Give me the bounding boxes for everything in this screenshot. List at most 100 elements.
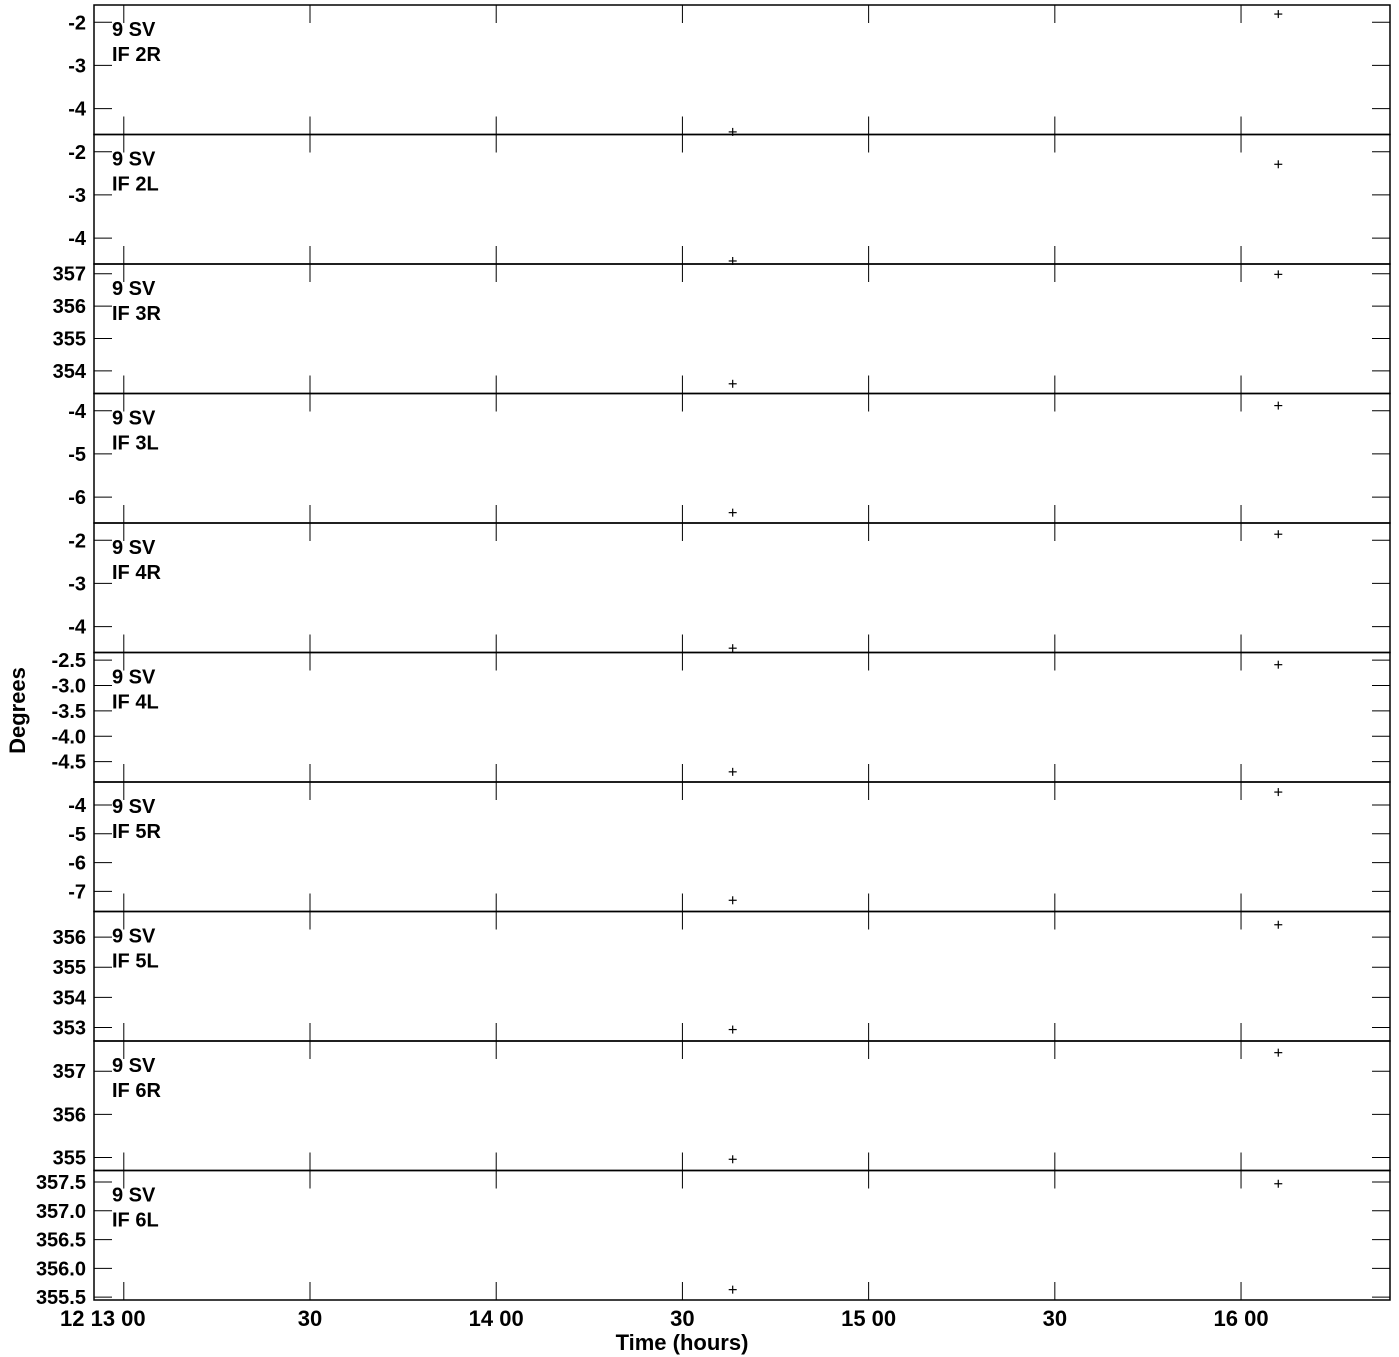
- y-tick-label: -5: [68, 444, 86, 466]
- y-tick-label: -2: [68, 142, 86, 164]
- panel-frame: [93, 392, 1391, 524]
- y-tick-label: 355.5: [36, 1287, 86, 1309]
- data-point: [728, 1155, 737, 1164]
- panel: 357 356 355 354 9 SV IF 3R: [53, 263, 1391, 395]
- data-point: [1274, 788, 1283, 797]
- y-tick-label: 357.5: [36, 1172, 86, 1194]
- y-tick-label: 355: [53, 328, 86, 350]
- data-point: [1274, 10, 1283, 19]
- x-axis-label: Time (hours): [616, 1330, 749, 1355]
- y-tick-label: -4: [68, 228, 87, 250]
- y-tick-label: 354: [53, 987, 87, 1009]
- x-tick-label: 30: [670, 1306, 694, 1331]
- panel-label-source: 9 SV: [112, 667, 156, 689]
- y-tick-label: -7: [68, 881, 86, 903]
- y-tick-label: -3: [68, 573, 86, 595]
- panel-label-source: 9 SV: [112, 1185, 156, 1207]
- panel: -2 -3 -4 9 SV IF 2R: [68, 4, 1391, 136]
- panel-frame: [93, 522, 1391, 654]
- panel-frame: [93, 1169, 1391, 1301]
- x-tick-label: 14 00: [469, 1306, 524, 1331]
- panel-label-if: IF 6L: [112, 1210, 159, 1232]
- data-point: [1274, 401, 1283, 410]
- data-point: [728, 1285, 737, 1294]
- x-tick-label: 15 00: [841, 1306, 896, 1331]
- data-point: [1274, 1179, 1283, 1188]
- panel-label-if: IF 2L: [112, 174, 159, 196]
- panel-label-if: IF 4L: [112, 692, 159, 714]
- panel-label-if: IF 2R: [112, 44, 161, 66]
- x-tick-label: 16 00: [1214, 1306, 1269, 1331]
- y-tick-label: -6: [68, 487, 86, 509]
- panel-label-if: IF 4R: [112, 562, 161, 584]
- panel-frame: [93, 910, 1391, 1042]
- y-tick-label: 356: [53, 1104, 86, 1126]
- y-tick-label: -2: [68, 12, 86, 34]
- panel: 357 356 355 9 SV IF 6R: [53, 1040, 1391, 1172]
- panel-label-if: IF 3L: [112, 433, 159, 455]
- panel-label-if: IF 6R: [112, 1080, 161, 1102]
- y-tick-label: 356: [53, 296, 86, 318]
- x-axis: 12 13 00 30 14 00 30 15 00 30 16 00: [60, 1306, 1269, 1331]
- y-tick-label: 357: [53, 1061, 86, 1083]
- data-point: [1274, 920, 1283, 929]
- panel-label-if: IF 5L: [112, 951, 159, 973]
- x-tick-label: 30: [1043, 1306, 1067, 1331]
- y-tick-label: -4: [68, 401, 87, 423]
- y-tick-label: 356: [53, 927, 86, 949]
- panel-label-source: 9 SV: [112, 149, 156, 171]
- panel-label-source: 9 SV: [112, 796, 156, 818]
- panel-label-source: 9 SV: [112, 278, 156, 300]
- data-point: [728, 644, 737, 653]
- y-tick-label: -2.5: [52, 650, 86, 672]
- data-point: [1274, 160, 1283, 169]
- y-tick-label: -4: [68, 99, 87, 121]
- y-tick-label: -3.0: [52, 676, 86, 698]
- data-point: [1274, 270, 1283, 279]
- y-tick-label: -2: [68, 530, 86, 552]
- y-tick-label: -4: [68, 795, 87, 817]
- panel-frame: [93, 4, 1391, 136]
- panel-label-source: 9 SV: [112, 408, 156, 430]
- y-axis-label: Degrees: [5, 667, 30, 754]
- panel: -4 -5 -6 -7 9 SV IF 5R: [68, 781, 1391, 913]
- data-point: [1274, 1048, 1283, 1057]
- data-point: [728, 508, 737, 517]
- data-point: [1274, 660, 1283, 669]
- panel-frame: [93, 1040, 1391, 1172]
- y-tick-label: 355: [53, 1148, 86, 1170]
- panel: 357.5 357.0 356.5 356.0 355.5 9 SV IF 6L: [36, 1169, 1391, 1309]
- y-tick-label: -4.5: [52, 752, 86, 774]
- y-tick-label: -3: [68, 185, 86, 207]
- y-tick-label: -3.5: [52, 701, 86, 723]
- panel-label-source: 9 SV: [112, 926, 156, 948]
- y-tick-label: -4.0: [52, 726, 86, 748]
- data-point: [728, 896, 737, 905]
- panel: -2 -3 -4 9 SV IF 4R: [68, 522, 1391, 654]
- x-tick-label: 12 13 00: [60, 1306, 146, 1331]
- y-tick-label: 356.0: [36, 1258, 86, 1280]
- panel-label-if: IF 5R: [112, 821, 161, 843]
- panel: -2 -3 -4 9 SV IF 2L: [68, 133, 1391, 265]
- y-tick-label: 357: [53, 264, 86, 286]
- data-point: [728, 1025, 737, 1034]
- x-tick-label: 30: [298, 1306, 322, 1331]
- panel: -2.5 -3.0 -3.5 -4.0 -4.5 9 SV IF 4L: [52, 650, 1391, 783]
- y-tick-label: 357.0: [36, 1201, 86, 1223]
- y-tick-label: 355: [53, 957, 86, 979]
- y-tick-label: 353: [53, 1017, 86, 1039]
- panel-frame: [93, 651, 1391, 783]
- panel-label-source: 9 SV: [112, 537, 156, 559]
- panel-frame: [93, 263, 1391, 395]
- y-tick-label: 356.5: [36, 1230, 86, 1252]
- data-point: [1274, 530, 1283, 539]
- panel: -4 -5 -6 9 SV IF 3L: [68, 392, 1391, 524]
- panel: 356 355 354 353 9 SV IF 5L: [53, 910, 1391, 1042]
- data-point: [728, 379, 737, 388]
- panel-label-if: IF 3R: [112, 303, 161, 325]
- data-point: [728, 767, 737, 776]
- panel-frame: [93, 781, 1391, 913]
- panel-label-source: 9 SV: [112, 19, 156, 41]
